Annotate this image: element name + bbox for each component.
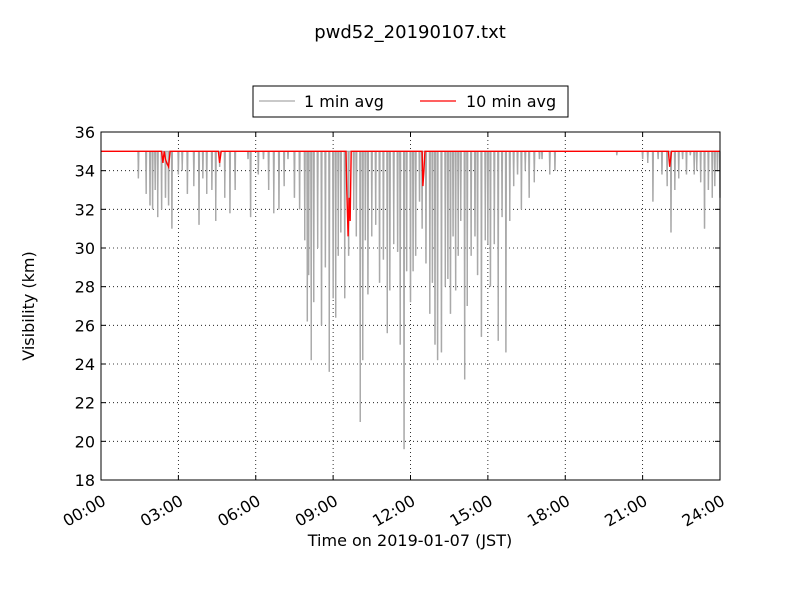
x-tick-label: 24:00 — [679, 491, 728, 531]
x-tick-label: 12:00 — [369, 491, 418, 531]
legend: 1 min avg 10 min avg — [252, 85, 569, 118]
axis-ticks — [100, 131, 721, 481]
y-tick-label: 22 — [75, 394, 95, 413]
y-tick-label: 20 — [75, 432, 95, 451]
legend-box — [252, 85, 569, 118]
y-tick-label: 26 — [75, 316, 95, 335]
y-tick-label: 18 — [75, 471, 95, 490]
x-tick-label: 00:00 — [60, 491, 109, 531]
x-tick-label: 15:00 — [446, 491, 495, 531]
series-10min-avg — [101, 150, 720, 237]
y-axis-label: Visibility (km) — [19, 251, 38, 360]
y-tick-label: 30 — [75, 239, 95, 258]
legend-label-10min: 10 min avg — [466, 92, 556, 111]
y-tick-label: 34 — [75, 162, 95, 181]
x-axis-label: Time on 2019-01-07 (JST) — [307, 531, 512, 550]
series-1min-avg — [100, 150, 721, 450]
y-tick-labels: 18 20 22 24 26 28 30 32 34 36 — [75, 123, 95, 490]
x-tick-label: 09:00 — [292, 491, 341, 531]
y-tick-label: 32 — [75, 200, 95, 219]
y-tick-label: 24 — [75, 355, 95, 374]
x-tick-label: 21:00 — [601, 491, 650, 531]
y-tick-label: 28 — [75, 278, 95, 297]
chart-title: pwd52_20190107.txt — [314, 22, 506, 43]
legend-label-1min: 1 min avg — [304, 92, 384, 111]
x-tick-label: 06:00 — [214, 491, 263, 531]
y-tick-label: 36 — [75, 123, 95, 142]
x-tick-label: 18:00 — [524, 491, 573, 531]
x-tick-labels: 00:00 03:00 06:00 09:00 12:00 15:00 18:00 21:00… — [60, 491, 728, 531]
x-tick-label: 03:00 — [137, 491, 186, 531]
series-line-10min — [101, 150, 720, 237]
